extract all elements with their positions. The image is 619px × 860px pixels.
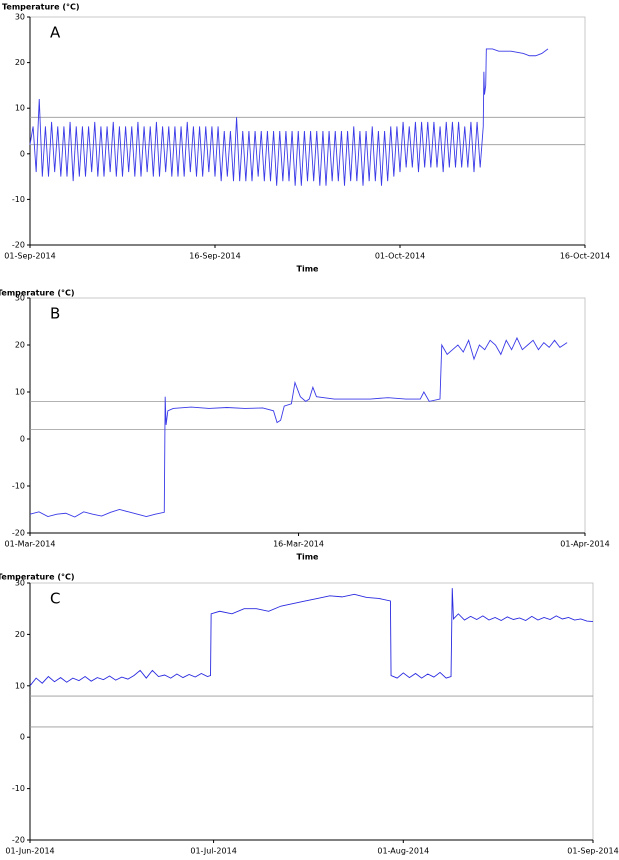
x-tick-label: 01-Mar-2014 xyxy=(5,540,56,549)
x-tick-label: 16-Oct-2014 xyxy=(560,252,610,261)
x-axis-title: Time xyxy=(297,553,320,562)
y-tick-label: 0 xyxy=(20,733,25,742)
y-tick-label: -20 xyxy=(12,836,25,845)
y-tick-label: 0 xyxy=(20,149,25,158)
temperature-line xyxy=(29,48,549,186)
plot-frame xyxy=(29,582,594,841)
y-tick-label: 30 xyxy=(15,579,25,588)
panel-label: B xyxy=(50,305,60,323)
y-tick-label: -20 xyxy=(12,529,25,538)
temperature-line xyxy=(29,336,568,518)
plot-frame xyxy=(29,297,586,534)
y-tick-label: 0 xyxy=(20,435,25,444)
x-axis-title: Time xyxy=(297,265,320,274)
y-tick-label: -10 xyxy=(12,195,25,204)
y-tick-label: 10 xyxy=(15,388,25,397)
y-tick-label: 10 xyxy=(15,681,25,690)
y-tick-label: 20 xyxy=(15,341,25,350)
y-tick-label: -10 xyxy=(12,482,25,491)
panel-label: A xyxy=(50,24,61,42)
x-tick-label: 01-Aug-2014 xyxy=(377,847,429,856)
x-tick-label: 01-Apr-2014 xyxy=(560,540,609,549)
x-tick-label: 16-Sep-2014 xyxy=(189,252,240,261)
y-tick-label: -10 xyxy=(12,784,25,793)
y-tick-label: -20 xyxy=(12,241,25,250)
y-tick-label: 10 xyxy=(15,104,25,113)
y-axis-title: Temperature (°C) xyxy=(2,3,80,12)
panel-label: C xyxy=(50,590,60,608)
y-tick-label: 30 xyxy=(15,294,25,303)
x-tick-label: 01-Jul-2014 xyxy=(190,847,236,856)
x-tick-label: 01-Sep-2014 xyxy=(4,252,55,261)
y-tick-label: 20 xyxy=(15,630,25,639)
x-tick-label: 16-Mar-2014 xyxy=(273,540,324,549)
y-axis-title: Temperature (°C) xyxy=(0,289,75,298)
x-tick-label: 01-Sep-2014 xyxy=(567,847,618,856)
y-tick-label: 30 xyxy=(15,13,25,22)
x-tick-label: 01-Jun-2014 xyxy=(5,847,54,856)
temperature-line xyxy=(29,588,594,687)
x-tick-label: 01-Oct-2014 xyxy=(375,252,425,261)
y-tick-label: 20 xyxy=(15,58,25,67)
y-axis-title: Temperature (°C) xyxy=(0,573,75,582)
